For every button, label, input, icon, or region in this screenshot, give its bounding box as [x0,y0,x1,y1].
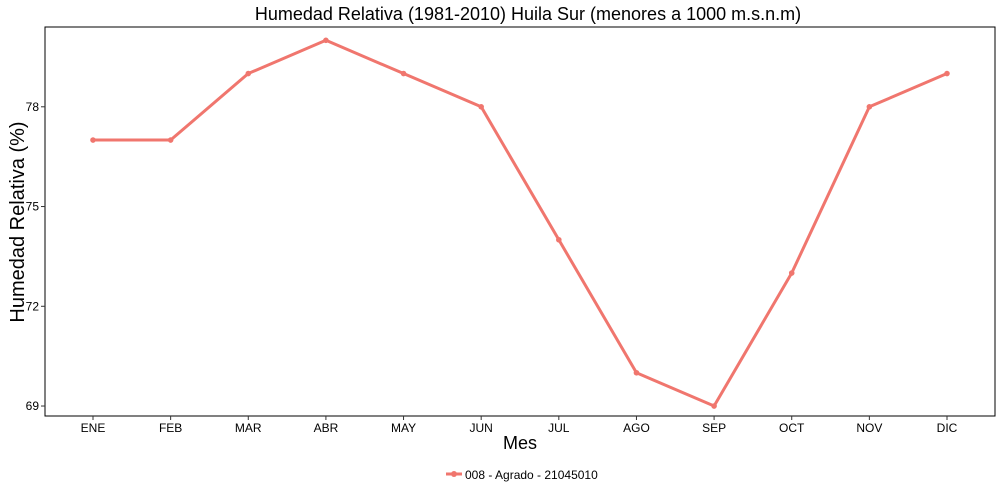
data-point [323,37,329,44]
series-line [91,38,949,408]
x-tick-label: ABR [314,421,339,435]
x-tick-label: ENE [81,421,106,435]
y-tick-label: 75 [26,200,40,214]
x-tick-label: MAY [391,421,416,435]
data-point [556,236,562,243]
x-tick-label: MAR [235,421,262,435]
y-axis-title: Humedad Relativa (%) [7,121,29,322]
plot-panel-border [44,26,996,417]
data-point [944,70,950,77]
x-tick-label: OCT [779,421,805,435]
x-tick-label: JUN [470,421,493,435]
legend: 008 - Agrado - 21045010 [446,468,598,482]
data-point [400,70,407,77]
y-tick-label: 78 [26,100,40,114]
data-point [866,103,873,110]
y-axis: 69 72 75 78 [26,100,45,413]
data-point [478,103,484,110]
y-tick-label: 72 [26,299,40,313]
series-layer [90,37,950,409]
data-point [245,70,252,77]
data-point [633,369,640,376]
data-point [167,137,174,143]
x-tick-label: NOV [856,421,882,435]
data-point [90,137,96,143]
x-axis: ENE FEB MAR ABR MAY JUN JUL AGO SEP OCT NOV DIC [81,416,958,435]
legend-label: 008 - Agrado - 21045010 [465,468,598,482]
x-tick-label: SEP [702,421,726,435]
chart-title: Humedad Relativa (1981-2010) Huila Sur (… [255,4,801,24]
data-point [788,270,795,276]
x-tick-label: DIC [937,421,958,435]
x-tick-label: AGO [623,421,650,435]
x-axis-title: Mes [503,433,537,453]
y-tick-label: 69 [26,399,40,413]
x-tick-label: JUL [548,421,570,435]
x-tick-label: FEB [159,421,182,435]
data-point [711,403,717,409]
legend-point-swatch [451,471,457,477]
